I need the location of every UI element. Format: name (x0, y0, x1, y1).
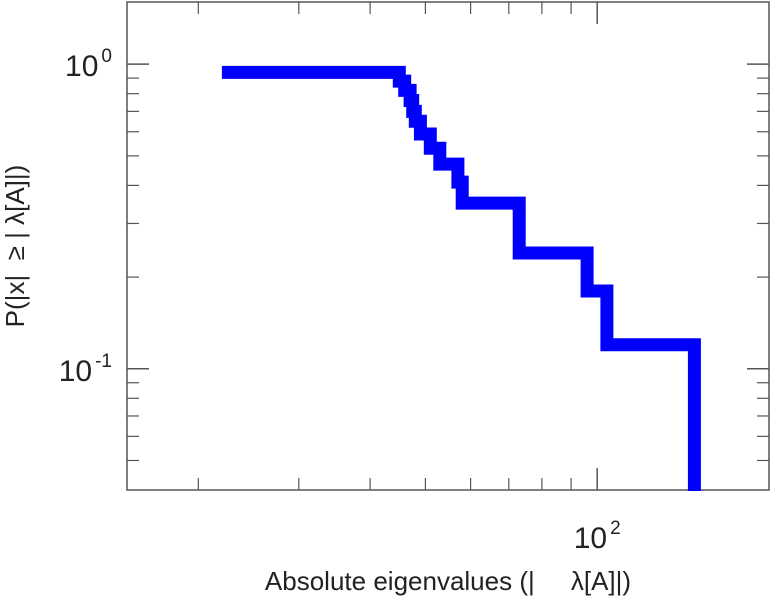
major-ticks (127, 2, 769, 490)
plot-frame (126, 1, 770, 491)
series-step-line (221, 65, 701, 491)
x-tick-label: 10 2 (574, 518, 621, 555)
x-tick-labels: 10 2 (574, 518, 621, 555)
y-tick-label: 10 0 (65, 46, 112, 83)
y-tick-label: 10 -1 (59, 351, 112, 388)
y-axis-label: P(|x| ≥ | λ[A]|) (0, 165, 30, 328)
x-axis-label: Absolute eigenvalues (| λ[A]|) (265, 566, 631, 596)
minor-ticks (127, 2, 769, 490)
